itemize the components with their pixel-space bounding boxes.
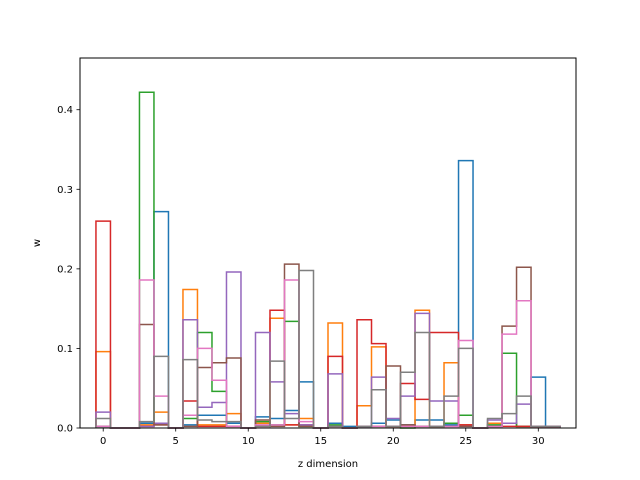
y-tick-label: 0.4 (57, 105, 73, 116)
y-tick-label: 0.3 (57, 185, 73, 196)
x-tick-label: 5 (173, 436, 179, 447)
y-tick-label: 0.2 (57, 264, 73, 275)
x-axis: 0 5 10 15 20 25 30 (100, 428, 545, 447)
x-tick-label: 10 (242, 436, 255, 447)
x-tick-label: 30 (532, 436, 545, 447)
x-tick-label: 25 (459, 436, 472, 447)
x-tick-label: 20 (387, 436, 400, 447)
y-tick-label: 0.0 (57, 424, 73, 435)
x-tick-label: 0 (100, 436, 106, 447)
x-tick-label: 15 (314, 436, 327, 447)
plot-frame (79, 57, 577, 429)
y-axis: 0.0 0.1 0.2 0.3 0.4 (57, 105, 80, 435)
y-tick-label: 0.1 (57, 344, 73, 355)
x-axis-label: z dimension (298, 459, 358, 470)
y-axis-label: w (32, 239, 43, 247)
